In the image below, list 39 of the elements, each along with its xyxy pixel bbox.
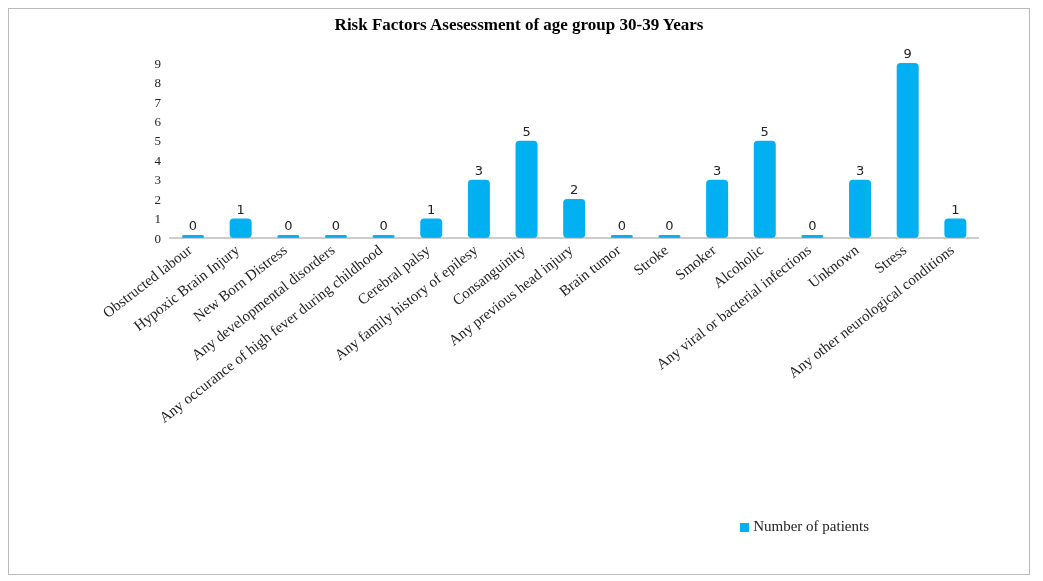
data-label: 1 bbox=[236, 201, 245, 217]
data-label: 3 bbox=[712, 162, 722, 178]
data-label: 0 bbox=[379, 218, 388, 233]
bar bbox=[849, 179, 872, 238]
y-tick-label: 6 bbox=[154, 113, 162, 129]
data-label: 0 bbox=[617, 218, 626, 233]
y-tick-label: 8 bbox=[154, 75, 161, 91]
data-label: 0 bbox=[808, 218, 817, 233]
data-label: 1 bbox=[951, 201, 960, 217]
bar bbox=[467, 179, 490, 238]
data-label: 2 bbox=[570, 182, 579, 198]
bar bbox=[563, 199, 586, 238]
data-label: 0 bbox=[331, 218, 341, 233]
legend-label: Number of patients bbox=[753, 518, 869, 534]
data-label: 0 bbox=[665, 218, 674, 233]
y-tick-label: 2 bbox=[154, 191, 161, 207]
y-tick-label: 7 bbox=[154, 94, 162, 110]
bar bbox=[420, 218, 443, 238]
bar bbox=[896, 63, 919, 238]
data-label: 0 bbox=[284, 218, 293, 233]
data-label: 3 bbox=[855, 162, 865, 178]
bar bbox=[515, 140, 538, 238]
data-label: 9 bbox=[903, 46, 912, 61]
data-label: 0 bbox=[188, 218, 198, 233]
bar bbox=[944, 218, 967, 238]
chart-title: Risk Factors Asesessment of age group 30-39 Years bbox=[333, 15, 705, 35]
data-label: 3 bbox=[474, 162, 484, 178]
y-tick-label: 5 bbox=[154, 133, 161, 149]
bar bbox=[229, 218, 252, 238]
y-tick-label: 3 bbox=[154, 172, 161, 188]
data-label: 5 bbox=[522, 123, 531, 139]
y-tick-label: 0 bbox=[154, 230, 161, 246]
data-label: 1 bbox=[427, 201, 436, 217]
bar bbox=[753, 140, 776, 238]
y-tick-label: 1 bbox=[154, 211, 161, 227]
bar bbox=[706, 179, 729, 238]
data-label: 5 bbox=[760, 123, 769, 139]
y-tick-label: 4 bbox=[154, 152, 162, 168]
y-tick-label: 9 bbox=[154, 55, 161, 71]
